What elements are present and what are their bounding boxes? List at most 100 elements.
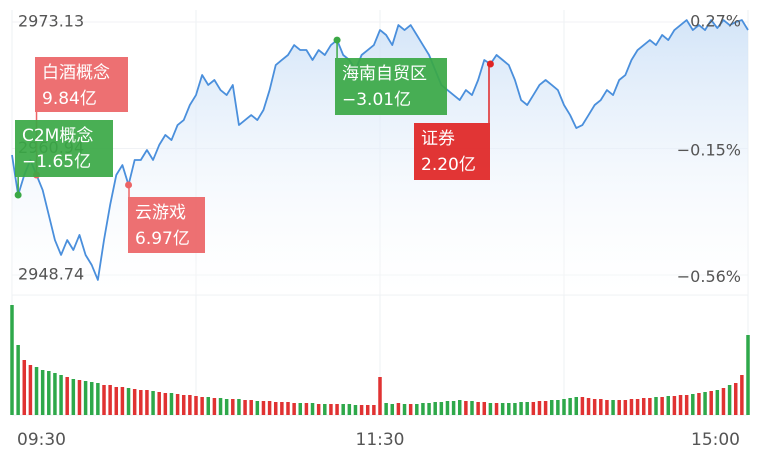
- volume-bar: [500, 403, 505, 415]
- volume-bar: [476, 402, 480, 415]
- price-line: [11, 19, 749, 281]
- volume-bar: [34, 367, 39, 415]
- annotation-box: [335, 58, 447, 115]
- volume-bar: [605, 400, 609, 415]
- volume-bar: [439, 402, 444, 415]
- volume-bar: [660, 397, 664, 415]
- annotation-amount: 6.97亿: [135, 229, 190, 249]
- volume-bar: [40, 370, 45, 415]
- volume-bar: [139, 390, 143, 415]
- volume-bar: [169, 393, 174, 415]
- volume-bar: [531, 402, 536, 415]
- volume-bar: [231, 399, 235, 415]
- volume-bar: [341, 404, 345, 415]
- annotation-box: [128, 197, 205, 253]
- volume-bar: [310, 403, 315, 415]
- volume-bar: [421, 403, 425, 415]
- volume-bar: [721, 388, 726, 415]
- volume-bar: [470, 401, 474, 415]
- volume-bar: [200, 397, 204, 415]
- volume-bar: [28, 365, 33, 415]
- y-tick-label: 2973.13: [18, 12, 84, 31]
- volume-bar: [188, 395, 192, 415]
- annotation: 云游戏 6.97亿: [125, 181, 205, 253]
- volume-bar: [304, 403, 309, 415]
- volume-bar: [562, 399, 566, 415]
- volume-bar: [10, 305, 14, 415]
- volume-bar: [108, 385, 112, 415]
- volume-bar: [286, 402, 290, 415]
- volume-bar: [586, 398, 591, 415]
- volume-bar: [402, 404, 407, 415]
- volume-bar: [273, 402, 278, 415]
- volume-bar: [384, 403, 388, 415]
- volume-bar: [684, 395, 689, 415]
- annotation-box: [414, 123, 490, 180]
- volume-bar: [71, 379, 76, 415]
- volume-bar: [224, 399, 229, 415]
- y2-tick-label: −0.56%: [677, 267, 741, 286]
- volume-bar: [543, 401, 548, 415]
- volume-bar: [623, 400, 628, 415]
- volume-bar: [292, 403, 296, 415]
- volume-bar: [181, 395, 186, 415]
- volume-bar: [261, 401, 266, 415]
- volume-bar: [59, 375, 63, 415]
- volume-bar: [145, 390, 149, 415]
- volume-bar: [372, 405, 376, 415]
- volume-bar: [120, 387, 125, 415]
- volume-bar: [151, 391, 155, 415]
- volume-bar: [237, 399, 241, 415]
- volume-bar: [457, 400, 462, 415]
- volume-bar: [255, 401, 260, 415]
- volume-bar: [549, 400, 554, 415]
- y2-tick-label: −0.15%: [677, 141, 741, 160]
- volume-bar: [580, 397, 585, 415]
- volume-bar: [715, 390, 720, 415]
- volume-bar: [519, 402, 523, 415]
- annotation-amount: 9.84亿: [42, 89, 97, 109]
- annotation-title: C2M概念: [22, 125, 93, 146]
- volume-bar: [96, 383, 100, 415]
- annotation-title: 白酒概念: [42, 62, 110, 83]
- volume-bar: [641, 398, 646, 415]
- volume-bar: [629, 399, 634, 415]
- volume-bar: [733, 383, 738, 415]
- volume-bar: [47, 371, 51, 415]
- volume-bar: [427, 403, 431, 415]
- volume-bar: [267, 401, 272, 415]
- volume-bar: [746, 335, 750, 415]
- volume-bar: [212, 398, 217, 415]
- y2-tick-label: 0.27%: [690, 11, 741, 30]
- annotation-dot: [125, 181, 133, 189]
- volume-bar: [53, 373, 57, 415]
- annotation-title: 云游戏: [135, 203, 186, 223]
- volume-bar: [507, 403, 511, 415]
- volume-bar: [525, 402, 529, 415]
- volume-bar: [654, 397, 658, 415]
- volume-bar: [206, 397, 211, 415]
- volume-bar: [408, 404, 413, 415]
- volume-bar: [513, 403, 517, 415]
- volume-bar: [218, 398, 223, 415]
- annotation-title: 证券: [421, 129, 455, 149]
- annotation-amount: −1.65亿: [22, 152, 91, 172]
- annotation: C2M概念 −1.65亿: [14, 120, 113, 199]
- volume-bar: [494, 403, 499, 415]
- volume-bar: [126, 388, 131, 415]
- volume-bar: [65, 377, 69, 415]
- volume-bar: [77, 380, 82, 415]
- volume-bar: [22, 360, 27, 415]
- volume-bar: [574, 397, 579, 415]
- annotation-dot: [333, 36, 341, 44]
- volume-bar: [678, 395, 683, 415]
- annotation-box: [35, 57, 128, 112]
- volume-bar: [175, 394, 180, 415]
- volume-bar: [298, 403, 303, 415]
- volume-bar: [672, 396, 677, 415]
- volume-bar: [396, 403, 401, 415]
- volume-bar: [703, 392, 707, 415]
- annotation: 证券 2.20亿: [414, 60, 494, 180]
- volume-bar: [89, 382, 94, 415]
